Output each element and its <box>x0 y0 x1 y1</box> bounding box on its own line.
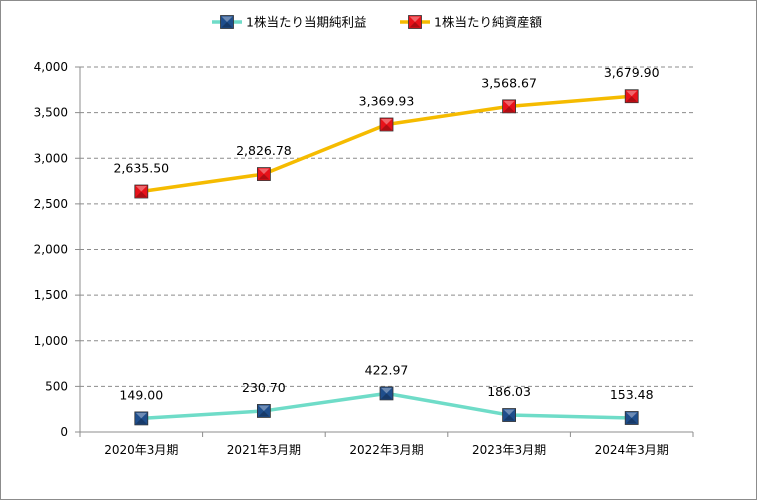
data-labels: 149.00 230.70 422.97 186.03 153.48 2,635.50 2,… <box>113 65 659 402</box>
marker-highlight <box>381 118 392 125</box>
marker-square <box>379 386 394 401</box>
marker-shade <box>258 174 270 180</box>
data-label: 149.00 <box>119 387 163 402</box>
marker-square <box>379 117 394 132</box>
marker-shade <box>221 22 233 28</box>
data-label: 3,679.90 <box>604 65 660 80</box>
marker-shade <box>381 124 392 130</box>
x-axis-ticks: 2020年3月期 2021年3月期 2022年3月期 2023年3月期 2024年3月期 <box>79 432 694 457</box>
marker-square <box>502 408 517 422</box>
marker-highlight <box>503 409 515 416</box>
marker-highlight <box>626 90 638 97</box>
y-tick-label: 1,000 <box>34 334 68 348</box>
data-point <box>379 117 394 132</box>
marker-shade <box>626 417 638 424</box>
marker-square <box>502 99 517 114</box>
y-axis-ticks: 0 500 1,000 1,500 2,000 2,500 3,000 3,500 4,000 <box>34 60 80 439</box>
data-point <box>624 89 639 104</box>
data-label: 422.97 <box>365 362 409 377</box>
x-tick-label: 2023年3月期 <box>472 443 546 457</box>
marker-square <box>220 15 234 29</box>
data-point <box>502 408 517 422</box>
legend: 1株当たり当期純利益 1株当たり純資産額 <box>212 15 542 30</box>
marker-square <box>134 411 149 426</box>
y-tick-label: 0 <box>60 425 68 439</box>
legend-swatch-marker <box>408 15 422 29</box>
data-label: 2,826.78 <box>236 143 292 158</box>
legend-item: 1株当たり純資産額 <box>400 15 542 30</box>
series-group <box>134 89 639 426</box>
marker-highlight <box>135 412 147 419</box>
marker-highlight <box>626 412 638 418</box>
legend-item: 1株当たり当期純利益 <box>212 15 366 30</box>
marker-highlight <box>135 186 147 192</box>
marker-highlight <box>381 387 392 394</box>
legend-swatch-marker <box>220 15 234 29</box>
marker-shade <box>503 106 515 112</box>
marker-shade <box>135 418 147 424</box>
data-point <box>502 99 517 114</box>
data-point <box>624 411 639 425</box>
data-label: 153.48 <box>610 387 654 402</box>
marker-highlight <box>258 405 270 411</box>
marker-shade <box>381 393 392 399</box>
y-tick-label: 1,500 <box>34 288 68 302</box>
data-label: 3,369.93 <box>359 93 415 108</box>
legend-label: 1株当たり当期純利益 <box>246 15 366 30</box>
x-tick-label: 2024年3月期 <box>595 443 669 457</box>
marker-square <box>256 404 271 418</box>
marker-highlight <box>258 168 270 175</box>
series-line <box>141 94 632 194</box>
data-point <box>256 167 271 181</box>
data-label: 2,635.50 <box>113 161 169 176</box>
marker-shade <box>626 96 638 102</box>
gridlines <box>80 66 693 387</box>
marker-square <box>408 15 422 29</box>
data-label: 3,568.67 <box>481 75 537 90</box>
marker-square <box>624 89 639 104</box>
data-label: 186.03 <box>487 384 531 399</box>
marker-shade <box>135 191 147 198</box>
marker-highlight <box>503 100 515 107</box>
data-point <box>134 411 149 426</box>
data-label: 230.70 <box>242 380 286 395</box>
marker-square <box>624 411 639 425</box>
marker-highlight <box>409 16 421 22</box>
y-tick-label: 500 <box>45 379 68 393</box>
data-point <box>134 184 149 199</box>
x-tick-label: 2022年3月期 <box>349 443 423 457</box>
y-tick-label: 3,500 <box>34 106 68 120</box>
x-tick-label: 2021年3月期 <box>227 443 301 457</box>
marker-highlight <box>221 16 233 22</box>
marker-shade <box>258 410 270 417</box>
y-tick-label: 4,000 <box>34 60 68 74</box>
marker-shade <box>503 415 515 421</box>
marker-shade <box>409 22 421 28</box>
y-tick-label: 3,000 <box>34 151 68 165</box>
marker-square <box>134 184 149 199</box>
marker-square <box>256 167 271 181</box>
legend-label: 1株当たり純資産額 <box>434 15 542 30</box>
data-point <box>379 386 394 401</box>
x-tick-label: 2020年3月期 <box>104 443 178 457</box>
y-tick-label: 2,500 <box>34 197 68 211</box>
data-point <box>256 404 271 418</box>
y-tick-label: 2,000 <box>34 243 68 257</box>
